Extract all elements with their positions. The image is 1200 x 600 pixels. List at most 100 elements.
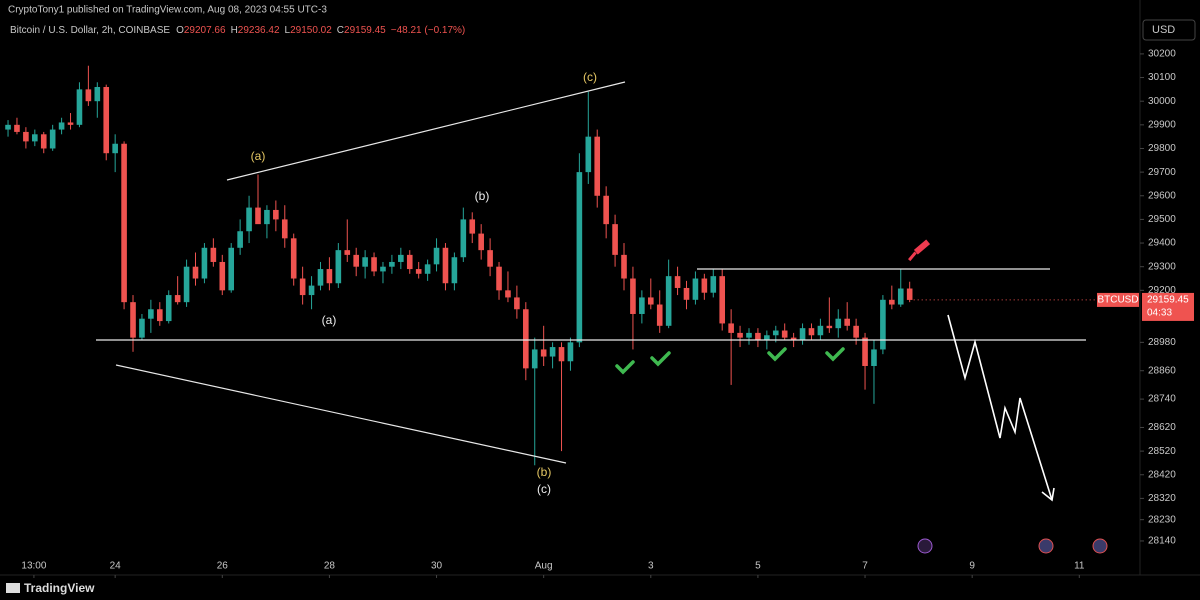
candle-body — [139, 318, 145, 338]
wave-label: (a) — [251, 149, 266, 163]
candle-body — [576, 172, 583, 343]
candle-body — [219, 261, 226, 291]
candle-body — [451, 257, 458, 284]
wave-label: (b) — [475, 189, 490, 203]
hammer-handle — [908, 251, 917, 262]
candle-body — [710, 276, 717, 293]
x-tick-label: 24 — [110, 561, 122, 572]
o-value: 29207.66 — [184, 25, 226, 36]
candle-body — [585, 136, 592, 173]
candle-body — [308, 285, 315, 296]
candle-body — [121, 143, 127, 303]
candle-body — [478, 233, 484, 251]
currency-box[interactable] — [1142, 19, 1196, 41]
trend-line — [115, 364, 567, 464]
candle-body — [612, 224, 618, 255]
logo-mark — [6, 583, 20, 593]
candle-body — [523, 309, 529, 369]
y-tick-label: 28520 — [1148, 446, 1176, 457]
y-tick-label: 29700 — [1148, 167, 1176, 178]
candle-body — [889, 299, 895, 305]
candle-body — [58, 122, 65, 130]
candle-body — [871, 349, 877, 366]
candle-body — [255, 207, 261, 225]
candle-body — [531, 349, 538, 369]
x-tick-label: 30 — [431, 561, 443, 572]
candle-body — [603, 195, 609, 225]
wave-label: (a) — [322, 313, 337, 327]
candle-body — [496, 266, 502, 291]
candle-body — [317, 269, 324, 286]
candle-body — [398, 254, 404, 262]
candle-body — [201, 247, 208, 279]
candle-body — [764, 335, 770, 340]
candle-body — [737, 332, 743, 338]
drawings — [96, 81, 1086, 502]
candle-body — [558, 347, 565, 362]
candle-body — [335, 250, 342, 284]
candle-body — [460, 219, 467, 258]
candle-body — [281, 219, 288, 239]
h-value: 29236.42 — [238, 25, 280, 36]
y-tick-label: 29900 — [1148, 119, 1176, 130]
candle-body — [85, 89, 92, 102]
candle-body — [433, 247, 440, 265]
candle-body — [665, 276, 672, 326]
c-label: C — [337, 25, 344, 36]
candle-body — [755, 332, 761, 340]
candle-body — [14, 124, 20, 132]
ticker-box — [1097, 292, 1139, 307]
candle-body — [728, 323, 734, 333]
candle-body — [692, 278, 699, 300]
candle-body — [94, 87, 101, 102]
event-icon[interactable] — [917, 538, 933, 554]
price-tag: BTCUSD 29159.45 04:33 — [913, 292, 1194, 321]
checkmark — [615, 360, 635, 375]
y-tick-label: 29200 — [1148, 285, 1176, 296]
x-tick-label: 13:00 — [21, 561, 46, 572]
candle-body — [701, 278, 708, 293]
y-tick-label: 30200 — [1148, 49, 1176, 60]
candle-body — [647, 297, 654, 305]
y-tick-label: 29800 — [1148, 143, 1176, 154]
candle-body — [853, 325, 859, 338]
symbol: Bitcoin / U.S. Dollar, 2h, COINBASE — [10, 25, 170, 36]
candle-body — [130, 302, 136, 338]
candle-body — [835, 318, 842, 329]
y-tick-label: 30100 — [1148, 72, 1176, 83]
o-label: O — [176, 25, 184, 36]
candle-body — [112, 143, 118, 154]
candle-body — [23, 131, 29, 142]
candle-body — [362, 257, 368, 267]
candle-body — [487, 250, 493, 267]
candle-body — [656, 304, 663, 326]
x-tick-label: 5 — [755, 561, 761, 572]
y-tick-label: 28320 — [1148, 493, 1176, 504]
checkmarks — [615, 347, 845, 375]
candle-body — [639, 297, 645, 314]
hammer-head — [913, 239, 931, 255]
candle-body — [192, 266, 199, 279]
candle-body — [380, 266, 386, 272]
event-icon[interactable] — [1092, 538, 1108, 554]
candle-body — [5, 124, 11, 130]
candle-body — [424, 264, 431, 274]
candle-body — [165, 295, 172, 322]
candle-body — [772, 330, 779, 336]
candle-body — [299, 278, 306, 296]
x-tick-label: 7 — [862, 561, 868, 572]
candle-body — [49, 129, 56, 149]
x-tick-label: 28 — [324, 561, 336, 572]
y-tick-label: 28980 — [1148, 337, 1176, 348]
candle-body — [630, 278, 636, 314]
currency[interactable]: USD — [1152, 24, 1175, 36]
candle-body — [148, 309, 154, 319]
y-tick-label: 30000 — [1148, 96, 1176, 107]
candle-body — [862, 337, 868, 366]
event-icon[interactable] — [1038, 538, 1054, 554]
candle-body — [683, 287, 690, 300]
l-value: 29150.02 — [290, 25, 332, 36]
candle-body — [76, 89, 83, 125]
candle-body — [549, 347, 556, 357]
y-tick-label: 28620 — [1148, 422, 1176, 433]
